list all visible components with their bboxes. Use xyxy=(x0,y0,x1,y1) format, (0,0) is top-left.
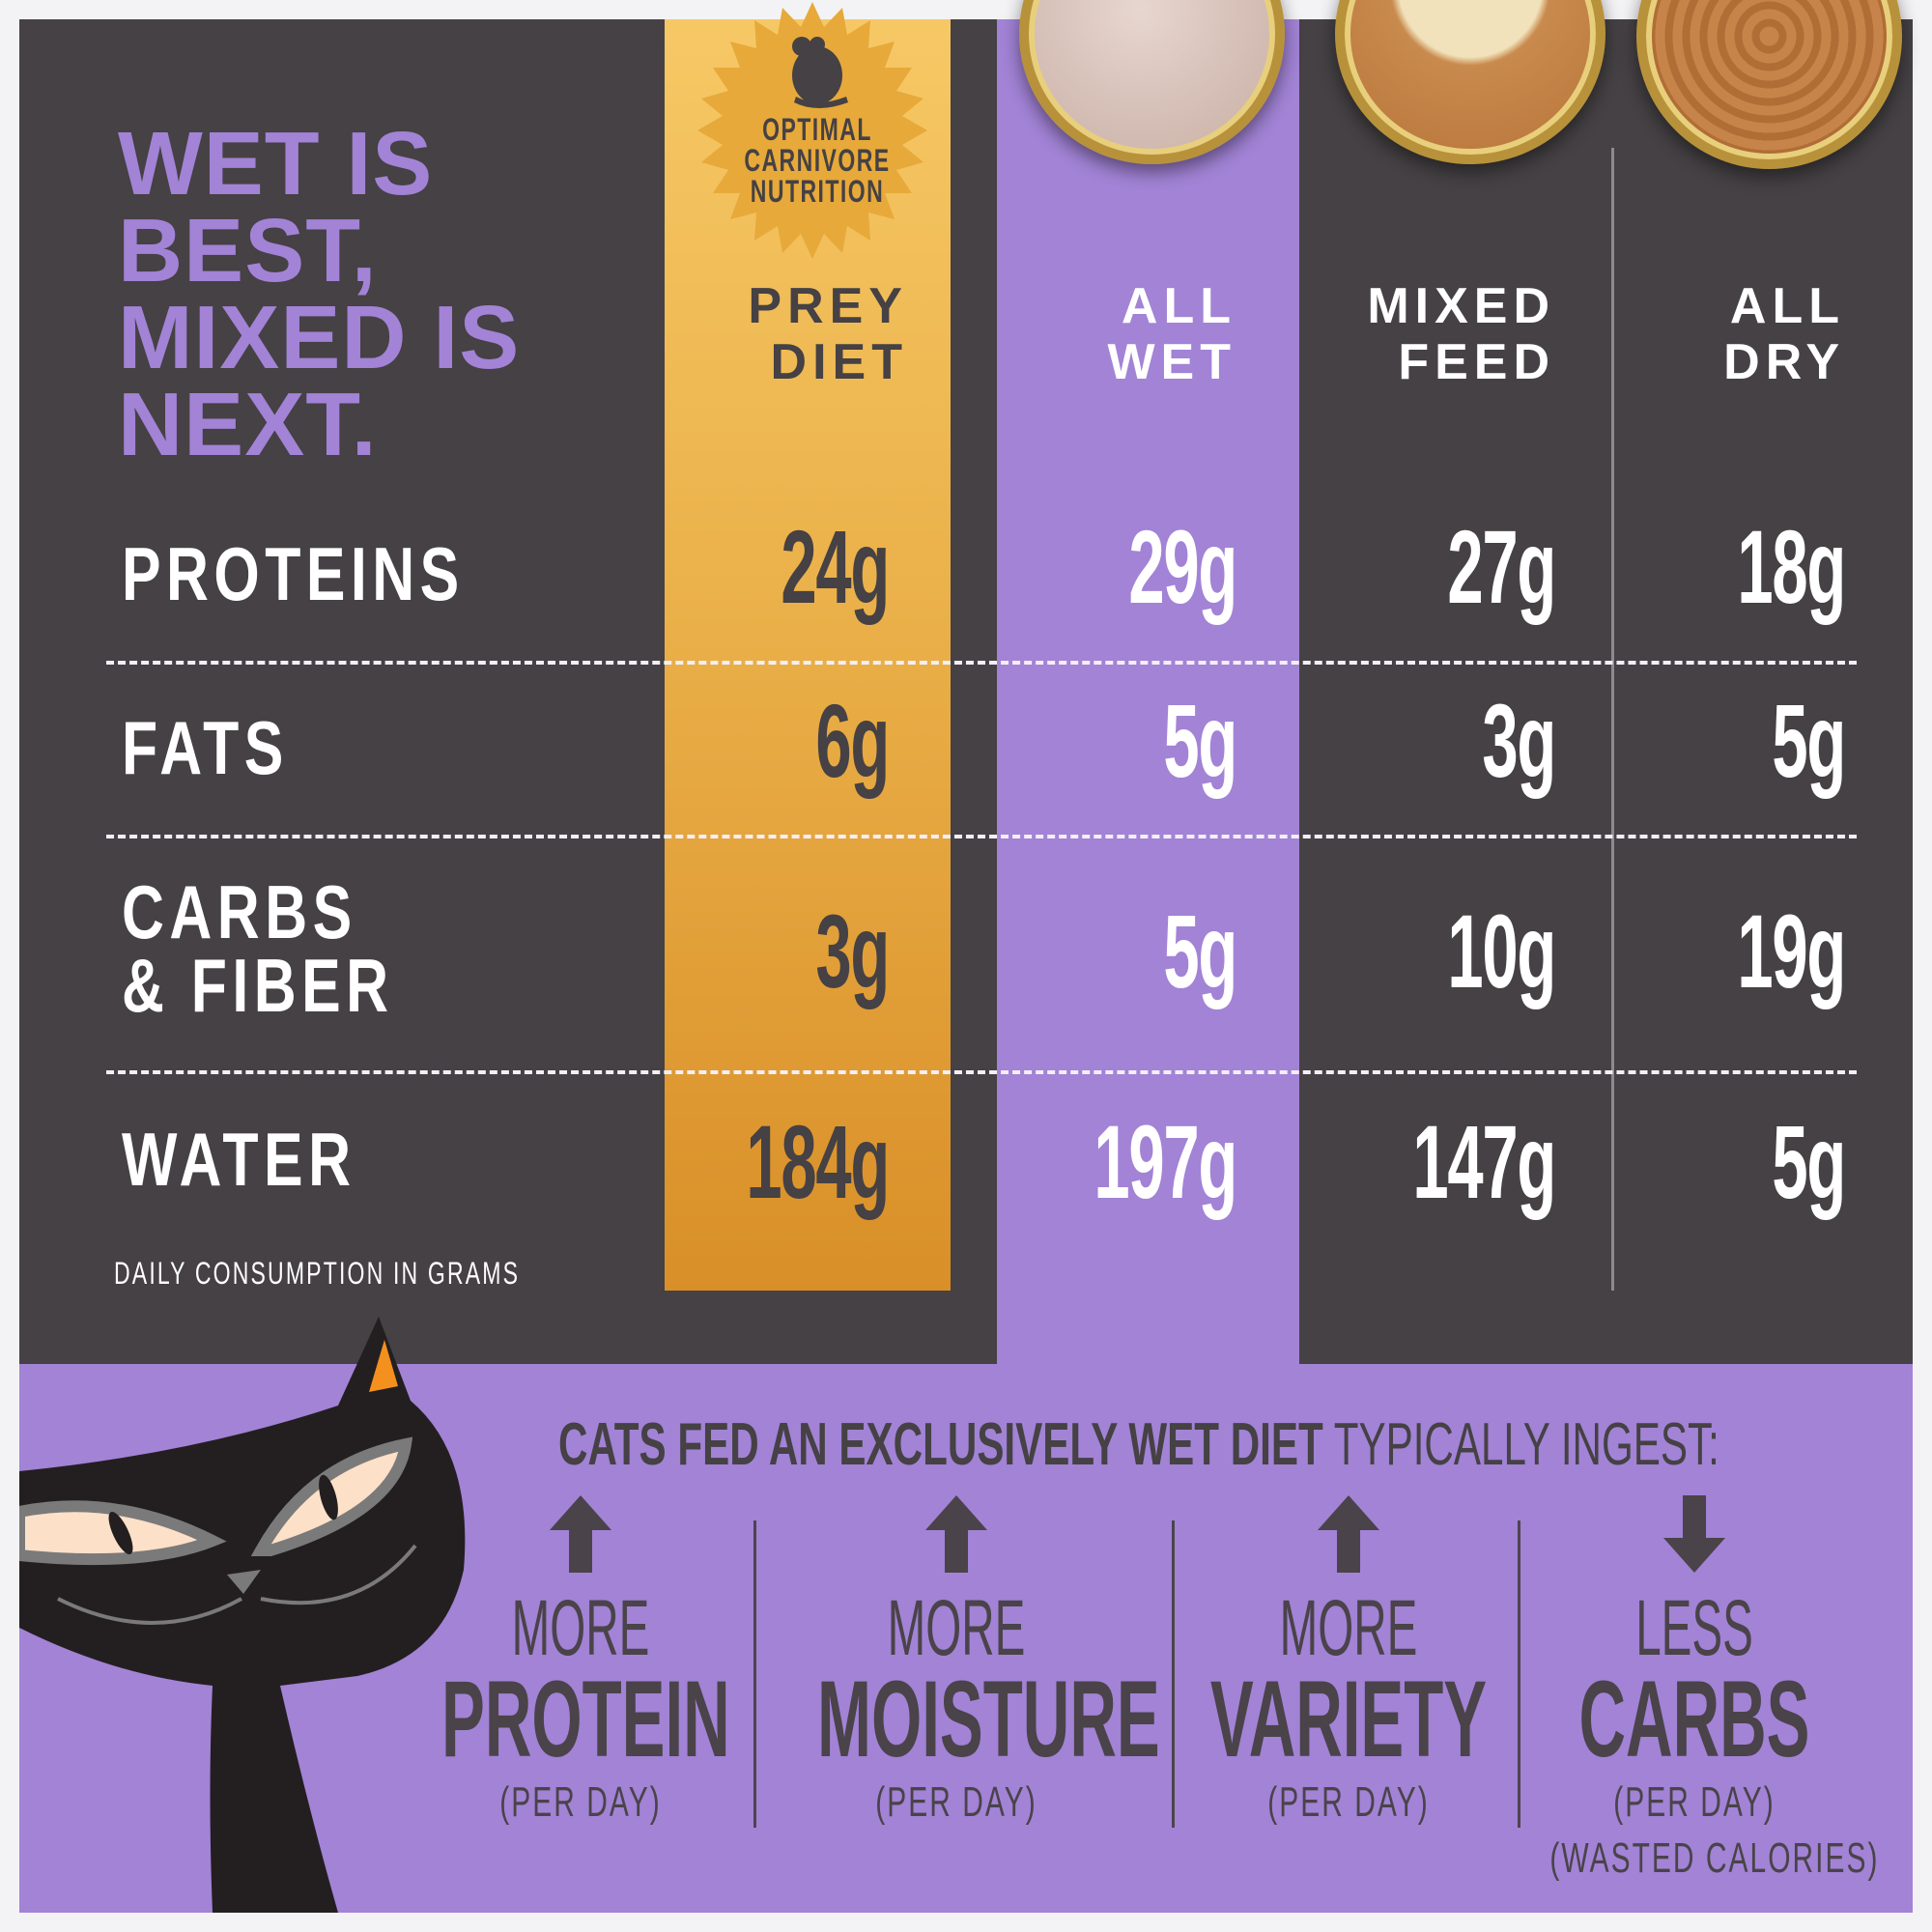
benefit-more-moisture: MORE MOISTURE (PER DAY) xyxy=(802,1495,1160,1827)
row-divider xyxy=(106,1070,1857,1074)
cell-fats-dry: 5g xyxy=(1772,682,1846,799)
benefit-divider xyxy=(1518,1520,1520,1828)
page-title: WET IS BEST, MIXED IS NEXT. xyxy=(118,113,521,474)
arrow-up-icon xyxy=(550,1495,611,1573)
summary-heading: CATS FED AN EXCLUSIVELY WET DIET TYPICAL… xyxy=(558,1411,1719,1478)
cell-fats-wet: 5g xyxy=(1163,682,1237,799)
benefit-more-protein: MORE PROTEIN (PER DAY) xyxy=(426,1495,735,1827)
cell-proteins-wet: 29g xyxy=(1128,508,1237,625)
cell-water-prey: 184g xyxy=(746,1103,890,1220)
cell-proteins-mixed: 27g xyxy=(1447,508,1556,625)
cell-proteins-prey: 24g xyxy=(781,508,890,625)
cell-carbs-mixed: 10g xyxy=(1447,893,1556,1009)
column-header-prey-diet: PREY DIET xyxy=(748,278,908,390)
mouse-icon xyxy=(792,37,848,108)
cell-carbs-dry: 19g xyxy=(1737,893,1846,1009)
cell-water-dry: 5g xyxy=(1772,1103,1846,1220)
row-divider xyxy=(106,835,1857,838)
cell-fats-prey: 6g xyxy=(815,682,890,799)
column-header-mixed-feed: MIXED FEED xyxy=(1367,278,1555,390)
benefit-divider xyxy=(1172,1520,1175,1828)
benefit-more-variety: MORE VARIETY (PER DAY) xyxy=(1194,1495,1503,1827)
row-label-proteins: PROTEINS xyxy=(122,531,465,616)
arrow-up-icon xyxy=(925,1495,987,1573)
column-header-all-wet: ALL WET xyxy=(1107,278,1236,390)
cell-fats-mixed: 3g xyxy=(1482,682,1556,799)
badge-text: OPTIMAL CARNIVORE NUTRITION xyxy=(744,112,891,209)
cell-water-wet: 197g xyxy=(1094,1103,1237,1220)
comparison-panel xyxy=(19,19,1913,1365)
benefit-less-carbs: LESS CARBS (PER DAY) (WASTED CALORIES) xyxy=(1540,1495,1877,1883)
starburst-badge-icon xyxy=(697,2,927,259)
row-divider xyxy=(106,661,1857,665)
black-cat-icon xyxy=(19,1317,466,1913)
all-wet-column xyxy=(997,19,1299,1365)
cell-water-mixed: 147g xyxy=(1412,1103,1556,1220)
footnote: DAILY CONSUMPTION IN GRAMS xyxy=(114,1256,521,1291)
arrow-down-icon xyxy=(1663,1495,1725,1573)
benefit-divider xyxy=(753,1520,756,1828)
arrow-up-icon xyxy=(1318,1495,1379,1573)
column-divider xyxy=(1611,148,1614,1291)
row-label-fats: FATS xyxy=(122,705,289,790)
cell-carbs-prey: 3g xyxy=(815,893,890,1009)
row-label-carbs-fiber: CARBS & FIBER xyxy=(122,869,394,1028)
cell-proteins-dry: 18g xyxy=(1737,508,1846,625)
row-label-water: WATER xyxy=(122,1117,356,1202)
cell-carbs-wet: 5g xyxy=(1163,893,1237,1009)
column-header-all-dry: ALL DRY xyxy=(1723,278,1845,390)
